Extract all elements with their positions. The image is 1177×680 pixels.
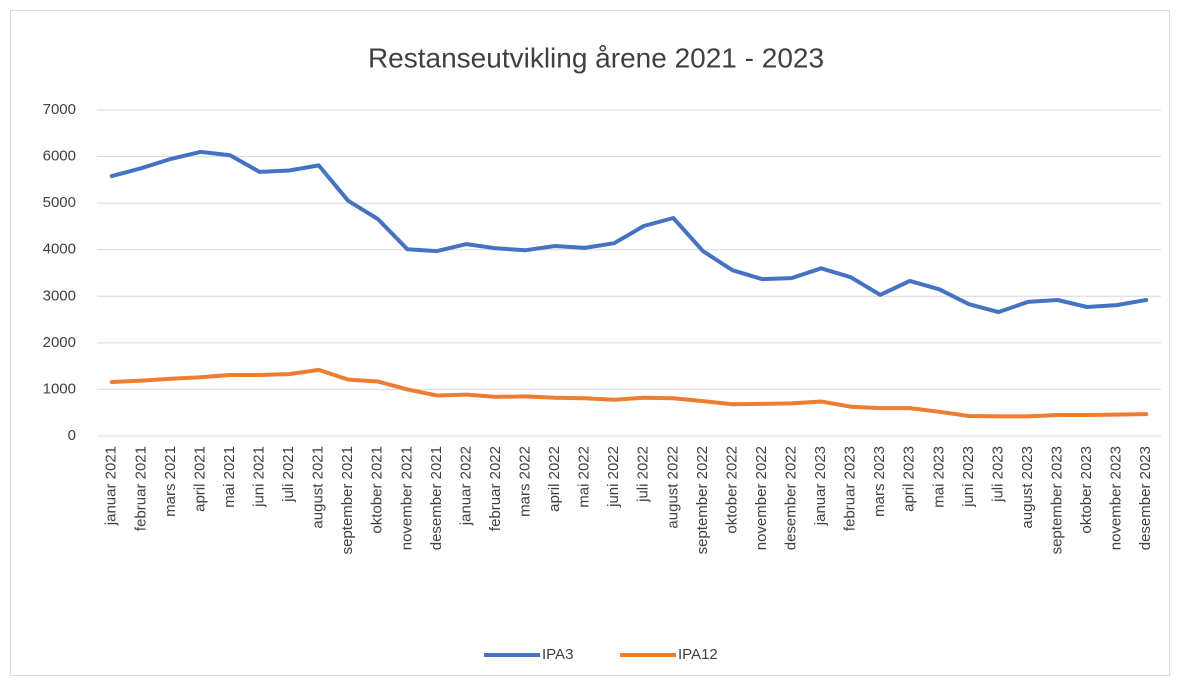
line-series bbox=[109, 149, 1149, 315]
x-tick-label: november 2023 bbox=[1108, 446, 1125, 550]
x-tick-label: august 2023 bbox=[1019, 446, 1036, 529]
x-tick-label: oktober 2022 bbox=[723, 446, 740, 534]
x-tick-label: september 2021 bbox=[339, 446, 356, 554]
y-tick-label: 5000 bbox=[43, 194, 76, 211]
x-tick-label: juni 2023 bbox=[960, 446, 977, 508]
x-tick-label: desember 2023 bbox=[1137, 446, 1154, 550]
x-tick-label: april 2022 bbox=[546, 446, 563, 512]
legend-label: IPA12 bbox=[678, 646, 718, 663]
x-tick-label: august 2021 bbox=[310, 446, 327, 529]
x-tick-label: mars 2023 bbox=[871, 446, 888, 517]
x-tick-label: juli 2021 bbox=[280, 446, 297, 503]
x-tick-label: november 2022 bbox=[753, 446, 770, 550]
x-tick-label: september 2022 bbox=[694, 446, 711, 554]
x-tick-label: september 2023 bbox=[1049, 446, 1066, 554]
y-tick-label: 2000 bbox=[43, 334, 76, 351]
x-tick-label: februar 2023 bbox=[842, 446, 859, 531]
x-tick-label: juli 2023 bbox=[989, 446, 1006, 503]
chart-title: Restanseutvikling årene 2021 - 2023 bbox=[368, 42, 824, 73]
x-tick-label: mars 2022 bbox=[517, 446, 534, 517]
x-tick-label: november 2021 bbox=[398, 446, 415, 550]
x-tick-label: januar 2021 bbox=[103, 446, 120, 526]
x-tick-label: mai 2021 bbox=[221, 446, 238, 508]
x-tick-label: januar 2023 bbox=[812, 446, 829, 526]
x-tick-label: august 2022 bbox=[664, 446, 681, 529]
x-tick-label: desember 2022 bbox=[783, 446, 800, 550]
x-tick-label: april 2023 bbox=[901, 446, 918, 512]
x-tick-label: februar 2022 bbox=[487, 446, 504, 531]
y-tick-label: 3000 bbox=[43, 287, 76, 304]
y-tick-label: 6000 bbox=[43, 148, 76, 165]
x-tick-label: januar 2022 bbox=[457, 446, 474, 526]
x-tick-label: desember 2021 bbox=[428, 446, 445, 550]
x-tick-label: juni 2022 bbox=[605, 446, 622, 508]
x-tick-label: oktober 2023 bbox=[1078, 446, 1095, 534]
legend-label: IPA3 bbox=[542, 646, 573, 663]
x-tick-label: mai 2023 bbox=[930, 446, 947, 508]
x-tick-label: mars 2021 bbox=[162, 446, 179, 517]
x-tick-label: mai 2022 bbox=[576, 446, 593, 508]
x-tick-label: juni 2021 bbox=[251, 446, 268, 508]
x-tick-label: februar 2021 bbox=[132, 446, 149, 531]
y-tick-label: 7000 bbox=[43, 101, 76, 118]
y-tick-label: 1000 bbox=[43, 380, 76, 397]
y-tick-label: 0 bbox=[68, 427, 76, 444]
x-tick-label: oktober 2021 bbox=[369, 446, 386, 534]
y-tick-label: 4000 bbox=[43, 241, 76, 258]
x-tick-label: juli 2022 bbox=[635, 446, 652, 503]
line-series bbox=[109, 367, 1149, 419]
x-tick-label: april 2021 bbox=[191, 446, 208, 512]
